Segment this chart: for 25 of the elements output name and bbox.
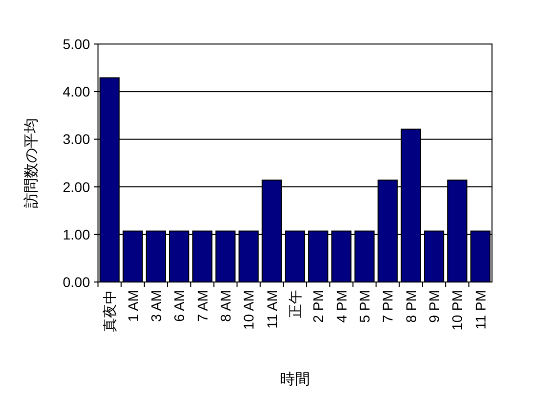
x-tick-label: 2 PM <box>310 290 326 323</box>
y-tick-label: 0.00 <box>62 274 90 290</box>
x-axis-title: 時間 <box>280 371 310 388</box>
x-tick-label: 7 AM <box>194 290 210 322</box>
y-tick-label: 4.00 <box>62 84 90 100</box>
x-tick-label: 8 PM <box>402 290 419 323</box>
y-tick-label: 5.00 <box>62 36 90 52</box>
x-tick-label: 6 AM <box>171 290 188 322</box>
y-tick-label: 1.00 <box>62 226 90 242</box>
x-tick-label: 10 PM <box>449 290 466 330</box>
y-tick-label: 3.00 <box>62 131 90 148</box>
x-tick-label: 3 AM <box>148 290 164 322</box>
x-tick-label: 正午 <box>287 290 303 318</box>
x-tick-label: 真夜中 <box>102 290 118 332</box>
x-tick-label: 11 AM <box>264 290 280 329</box>
x-tick-label: 1 AM <box>124 290 141 322</box>
x-tick-label: 4 PM <box>333 290 350 323</box>
x-tick-label: 11 PM <box>472 290 488 330</box>
x-tick-label: 9 PM <box>426 290 442 323</box>
x-tick-label: 8 AM <box>217 290 234 322</box>
x-tick-label: 5 PM <box>356 290 373 323</box>
y-tick-label: 2.00 <box>62 178 90 195</box>
x-tick-label: 10 AM <box>240 290 257 330</box>
y-axis-title: 訪問数の平均 <box>23 118 40 208</box>
x-tick-label: 7 PM <box>380 290 396 323</box>
